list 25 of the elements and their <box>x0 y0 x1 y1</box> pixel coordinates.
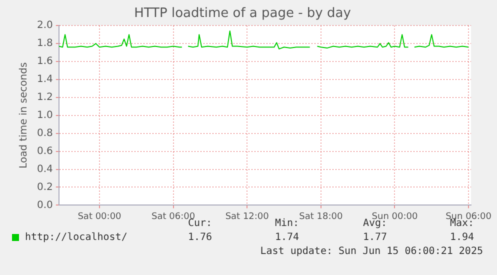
x-tick-label: Sat 18:00 <box>299 212 343 222</box>
chart-title: HTTP loadtime of a page - by day <box>134 6 352 22</box>
y-tick-label: 0.4 <box>36 164 53 175</box>
text: Cur: <box>188 218 212 229</box>
text: 1.74 <box>274 232 300 243</box>
text: 1.94 <box>450 232 474 243</box>
y-tick-label: 1.6 <box>36 56 53 68</box>
y-tick-label: 0.6 <box>36 146 53 157</box>
y-axis-title: Load time in seconds <box>18 62 30 168</box>
y-tick-label: 1.0 <box>36 110 53 121</box>
y-tick-label: 2.0 <box>36 20 53 32</box>
y-tick-label: 1.4 <box>36 74 53 86</box>
y-tick-label: 0.0 <box>36 200 53 211</box>
text: 1.77 <box>362 232 388 243</box>
y-tick-label: 1.2 <box>36 92 53 104</box>
y-tick-label: 0.2 <box>36 182 53 193</box>
y-tick-label: 1.8 <box>36 38 53 50</box>
x-tick-label: Sat 12:00 <box>225 212 270 222</box>
y-tick-label: 0.8 <box>36 128 53 139</box>
text: Min: <box>274 218 300 229</box>
legend-label: http://localhost/ <box>25 232 128 243</box>
text: 1.76 <box>188 232 212 243</box>
x-tick-label: Sat 00:00 <box>78 212 122 222</box>
text: Last update: Sun Jun 15 06:00:21 2025 <box>260 246 483 257</box>
text: Max: <box>450 218 474 229</box>
